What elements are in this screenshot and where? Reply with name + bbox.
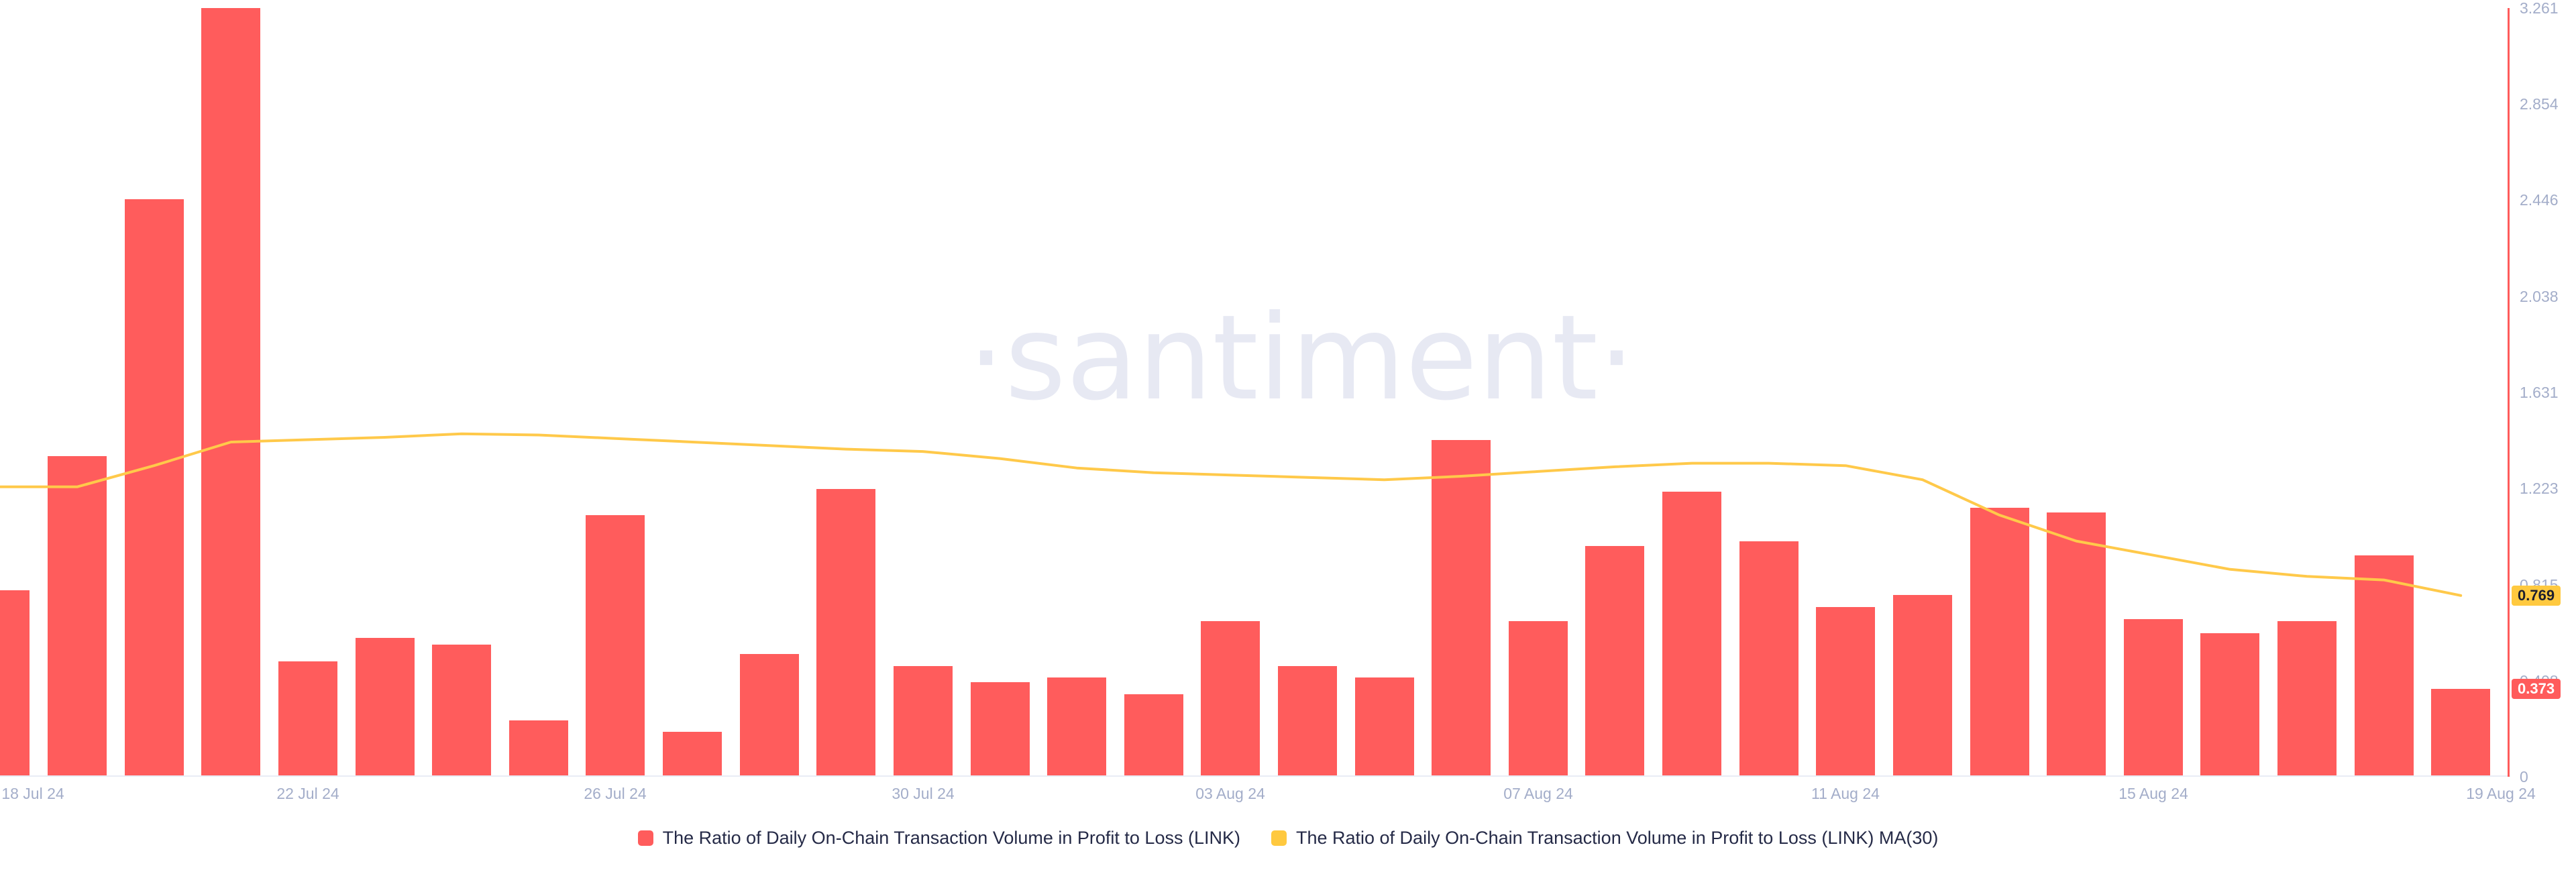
- bar[interactable]: [1662, 491, 1721, 777]
- bar[interactable]: [1816, 607, 1876, 777]
- legend-marker-yellow: [1271, 830, 1287, 846]
- y-axis-tick-label: 1.223: [2520, 480, 2559, 497]
- bar[interactable]: [2123, 618, 2183, 777]
- x-axis-tick-label: 22 Jul 24: [276, 785, 339, 802]
- x-axis-tick-label: 11 Aug 24: [1811, 785, 1880, 802]
- x-axis-tick-label: 19 Aug 24: [2466, 785, 2536, 802]
- x-axis-tick-label: 03 Aug 24: [1195, 785, 1265, 802]
- bar[interactable]: [508, 720, 568, 777]
- bar[interactable]: [124, 199, 184, 777]
- bar[interactable]: [2200, 633, 2260, 777]
- legend-label-ratio: The Ratio of Daily On-Chain Transaction …: [662, 828, 1240, 848]
- x-axis-tick-label: 15 Aug 24: [2118, 785, 2188, 802]
- x-axis-tick-label: 26 Jul 24: [584, 785, 647, 802]
- bar[interactable]: [48, 456, 107, 777]
- legend-item-ma30[interactable]: The Ratio of Daily On-Chain Transaction …: [1271, 828, 1938, 849]
- y-axis-tick-label: 0: [2520, 768, 2528, 785]
- y-axis-line: [2508, 8, 2510, 777]
- bar[interactable]: [739, 654, 799, 777]
- bar[interactable]: [586, 514, 645, 777]
- bar[interactable]: [816, 489, 876, 777]
- ma-latest-value-badge: 0.769: [2512, 586, 2561, 606]
- bar[interactable]: [432, 645, 492, 777]
- bar[interactable]: [2047, 512, 2106, 777]
- legend-marker-red: [637, 830, 653, 846]
- bar-latest-value-badge: 0.373: [2512, 679, 2561, 699]
- bar[interactable]: [893, 665, 953, 777]
- y-axis-tick-label: 1.631: [2520, 384, 2559, 401]
- x-axis-tick-label: 18 Jul 24: [1, 785, 64, 802]
- x-axis-tick-label: 30 Jul 24: [892, 785, 955, 802]
- bar[interactable]: [201, 8, 261, 777]
- y-axis-tick-label: 2.038: [2520, 288, 2559, 305]
- bar[interactable]: [1892, 595, 1952, 777]
- bar[interactable]: [2277, 621, 2337, 777]
- bar[interactable]: [1739, 541, 1799, 777]
- bar[interactable]: [1124, 694, 1183, 777]
- bar[interactable]: [0, 590, 30, 777]
- bar[interactable]: [2354, 555, 2414, 777]
- legend-item-ratio[interactable]: The Ratio of Daily On-Chain Transaction …: [637, 828, 1240, 849]
- bar[interactable]: [1277, 665, 1337, 777]
- y-axis-tick-label: 3.261: [2520, 0, 2559, 17]
- bar[interactable]: [355, 637, 415, 777]
- bar[interactable]: [1585, 545, 1645, 777]
- santiment-watermark: ·santiment·: [967, 290, 1635, 427]
- y-axis-tick-label: 2.446: [2520, 191, 2559, 209]
- x-axis-tick-label: 07 Aug 24: [1503, 785, 1573, 802]
- bar[interactable]: [278, 661, 337, 777]
- bar[interactable]: [1432, 439, 1491, 777]
- bar[interactable]: [1508, 621, 1568, 777]
- bar[interactable]: [663, 732, 722, 777]
- legend-label-ma30: The Ratio of Daily On-Chain Transaction …: [1295, 828, 1939, 848]
- legend: The Ratio of Daily On-Chain Transaction …: [0, 828, 2576, 849]
- x-axis-line: [0, 775, 2510, 777]
- bar[interactable]: [970, 682, 1030, 777]
- y-axis-tick-label: 2.854: [2520, 95, 2559, 113]
- bar[interactable]: [1970, 508, 2029, 777]
- bar[interactable]: [2431, 688, 2491, 777]
- plot-area: ·santiment·: [0, 8, 2491, 777]
- bar[interactable]: [1354, 677, 1414, 777]
- bar[interactable]: [1201, 621, 1260, 777]
- bar[interactable]: [1047, 677, 1107, 777]
